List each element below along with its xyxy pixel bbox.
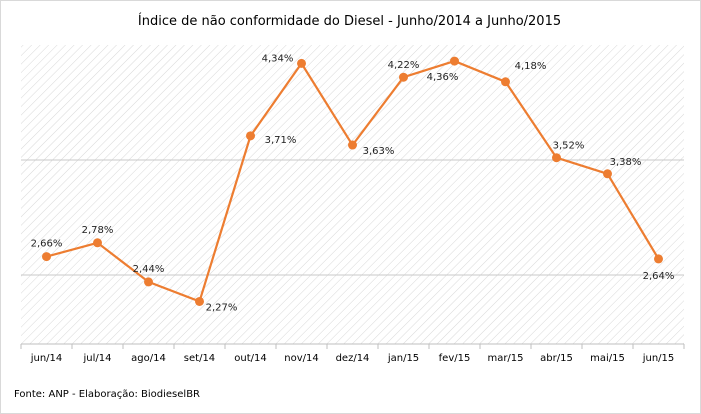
data-label: 4,22% xyxy=(388,60,420,71)
x-tick-label: jun/15 xyxy=(642,353,675,364)
data-point xyxy=(450,56,459,66)
data-point xyxy=(552,153,561,163)
data-label: 2,64% xyxy=(643,271,675,282)
x-tick-label: nov/14 xyxy=(284,353,318,364)
x-tick-label: jun/14 xyxy=(30,353,63,364)
x-tick-label: dez/14 xyxy=(336,353,370,364)
x-tick-label: jan/15 xyxy=(387,353,419,364)
data-point xyxy=(42,252,51,262)
data-label: 3,63% xyxy=(363,146,395,157)
data-label: 2,44% xyxy=(133,264,165,275)
source-note: Fonte: ANP - Elaboração: BiodieselBR xyxy=(14,389,200,400)
x-tick-label: out/14 xyxy=(234,353,266,364)
data-point xyxy=(654,254,663,264)
data-point xyxy=(246,131,255,141)
data-point xyxy=(93,238,102,248)
data-point xyxy=(603,169,612,179)
data-label: 3,52% xyxy=(553,141,585,152)
plot-area xyxy=(21,45,684,344)
x-tick-label: set/14 xyxy=(184,353,215,364)
data-point xyxy=(399,72,408,82)
x-tick-label: mar/15 xyxy=(487,353,523,364)
data-label: 2,78% xyxy=(82,225,114,236)
x-tick-label: abr/15 xyxy=(540,353,573,364)
data-point xyxy=(501,77,510,87)
x-tick-label: ago/14 xyxy=(131,353,166,364)
chart-title: Índice de não conformidade do Diesel - J… xyxy=(137,14,562,29)
data-label: 4,36% xyxy=(427,72,459,83)
data-label: 3,71% xyxy=(265,135,297,146)
data-point xyxy=(144,277,153,287)
data-label: 3,38% xyxy=(610,157,642,168)
x-tick-label: mai/15 xyxy=(590,353,625,364)
data-point xyxy=(348,140,357,150)
x-tick-label: fev/15 xyxy=(439,353,471,364)
data-label: 2,66% xyxy=(31,239,63,250)
data-label: 2,27% xyxy=(206,302,238,313)
data-point xyxy=(297,58,306,68)
data-label: 4,34% xyxy=(262,53,294,64)
data-label: 4,18% xyxy=(515,61,547,72)
data-point xyxy=(195,296,204,306)
x-tick-label: jul/14 xyxy=(83,353,112,364)
